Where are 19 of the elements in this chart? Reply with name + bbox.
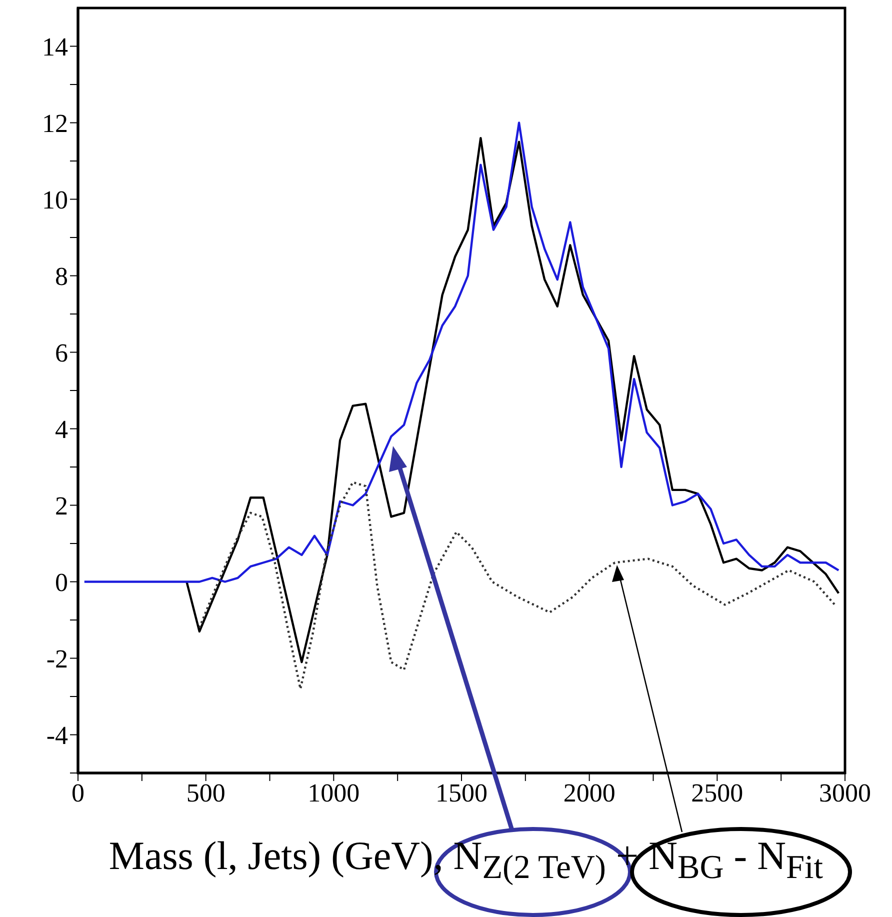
y-tick-label: 8 <box>55 262 68 291</box>
y-tick-label: 6 <box>55 338 68 368</box>
line-series <box>186 136 840 664</box>
line-series <box>83 122 840 583</box>
y-tick-label: 14 <box>42 32 68 62</box>
x-tick-label: 500 <box>186 778 226 808</box>
y-tick-label: 12 <box>42 108 68 138</box>
y-tick-label: -2 <box>46 644 68 674</box>
y-tick-label: 10 <box>42 185 68 214</box>
x-tick-label: 1000 <box>308 778 360 808</box>
x-tick-label: 3000 <box>819 778 871 808</box>
x-tick-label: 1500 <box>436 778 488 808</box>
y-tick-label: -4 <box>46 720 68 750</box>
x-tick-label: 2500 <box>691 778 744 808</box>
y-tick-label: 0 <box>55 568 68 597</box>
y-tick-label: 4 <box>55 414 68 444</box>
y-tick-label: 2 <box>55 491 68 520</box>
line-series <box>198 481 836 690</box>
x-tick-label: 2000 <box>563 778 616 808</box>
